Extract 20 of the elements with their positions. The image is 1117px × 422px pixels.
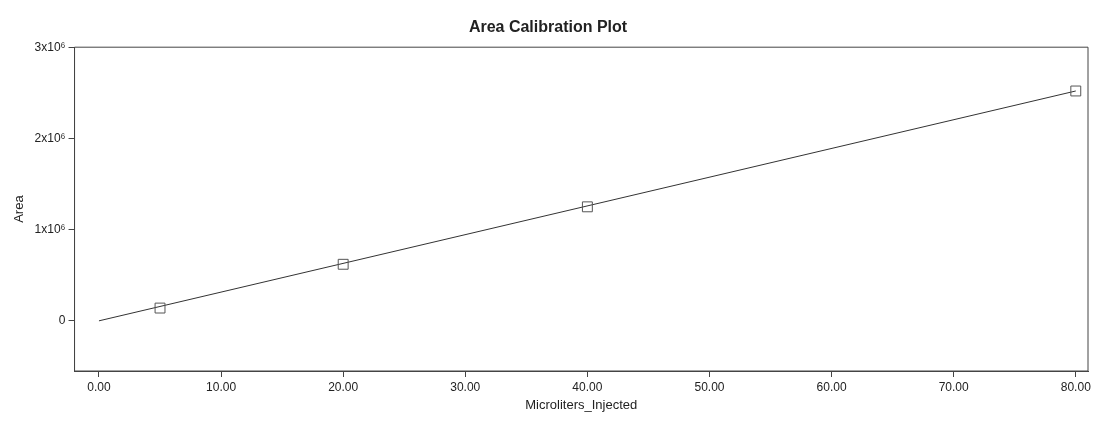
point — [581, 201, 593, 213]
x-tick-label: 60.00 — [816, 379, 847, 394]
x-tick-label: 80.00 — [1060, 379, 1092, 394]
y-tick-label: 3x10⁶ — [34, 39, 66, 54]
x-tick-label: 10.00 — [206, 379, 237, 394]
chart-title: Area Calibration Plot — [468, 18, 628, 36]
x-tick-label: 40.00 — [572, 379, 603, 394]
point — [154, 302, 166, 314]
y-axis-title: Area — [11, 194, 27, 223]
x-tick-label: 70.00 — [938, 379, 970, 394]
point — [337, 258, 349, 270]
point — [1070, 85, 1082, 97]
y-tick-label: 0 — [58, 313, 66, 328]
x-tick-label: 0.00 — [87, 379, 111, 394]
y-tick-label: 1x10⁶ — [34, 221, 66, 236]
x-axis-title: Microliters_Injected — [525, 396, 638, 412]
y-tick-label: 2x10⁶ — [34, 130, 66, 145]
x-tick-label: 50.00 — [694, 379, 725, 394]
x-tick-label: 20.00 — [328, 379, 359, 394]
x-tick-label: 30.00 — [450, 379, 481, 394]
